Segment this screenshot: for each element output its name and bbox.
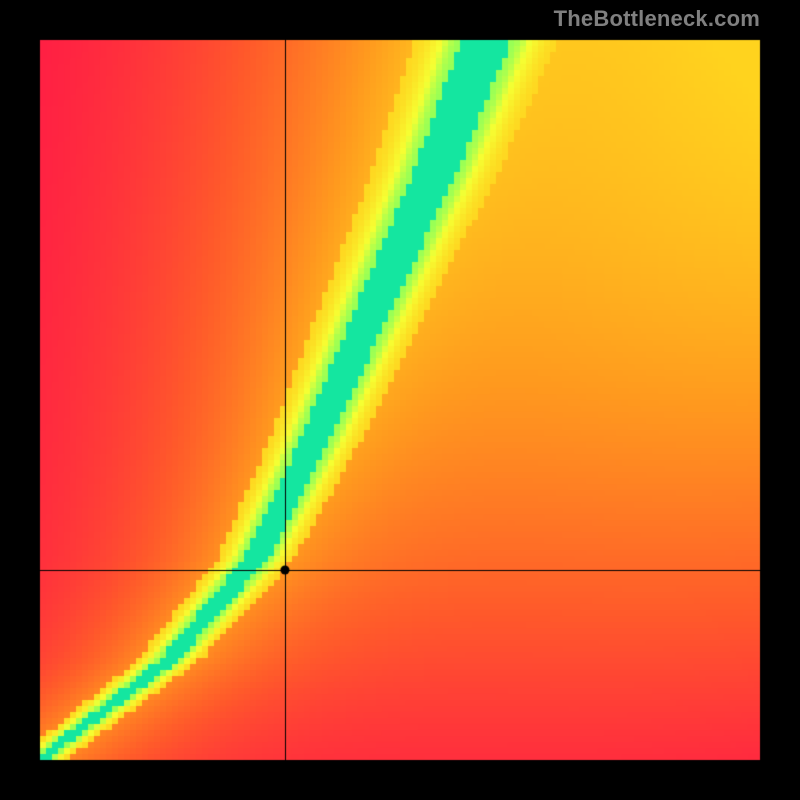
bottleneck-heatmap [0, 0, 800, 800]
watermark-text: TheBottleneck.com [554, 6, 760, 32]
